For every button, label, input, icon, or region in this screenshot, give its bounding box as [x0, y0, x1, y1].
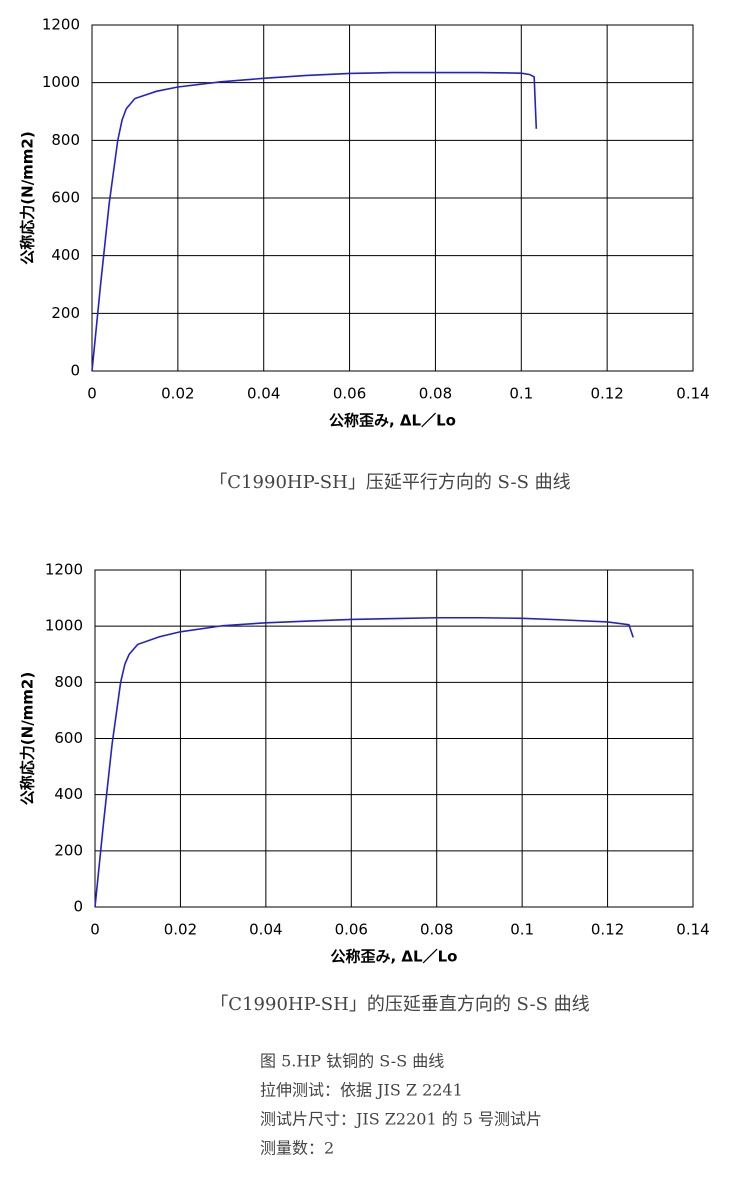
chart-caption: 「C1990HP-SH」的压延垂直方向的 S-S 曲线: [210, 994, 589, 1015]
x-tick-label: 0.02: [161, 385, 194, 403]
note: 图 5.HP 钛铜的 S-S 曲线: [260, 1052, 444, 1071]
x-tick-label: 0.08: [420, 921, 453, 939]
y-tick-label: 200: [54, 841, 83, 859]
y-tick-label: 800: [51, 131, 80, 149]
note: 测量数：2: [260, 1139, 334, 1158]
y-tick-label: 400: [54, 785, 83, 803]
y-tick-label: 800: [54, 673, 83, 691]
x-tick-label: 0: [90, 921, 100, 939]
y-tick-label: 0: [73, 898, 83, 916]
y-tick-label: 1000: [45, 617, 83, 635]
x-tick-label: 0.04: [249, 921, 282, 939]
x-tick-label: 0.1: [509, 385, 533, 403]
curve: [94, 616, 634, 908]
x-tick-label: 0.04: [247, 385, 280, 403]
x-tick-label: 0.06: [335, 921, 368, 939]
x-tick-label: 0: [87, 385, 97, 403]
x-tick-label: 0.02: [164, 921, 197, 939]
plot-frame: [91, 24, 694, 372]
note: 拉伸测试：依据 JIS Z 2241: [260, 1081, 463, 1100]
y-tick-label: 600: [51, 189, 80, 207]
x-tick-label: 0.14: [676, 921, 709, 939]
x-axis-label: 公称歪み, ΔL／Lo: [329, 412, 456, 430]
y-tick-label: 400: [51, 246, 80, 264]
chart-caption: 「C1990HP-SH」压延平行方向的 S-S 曲线: [209, 472, 570, 493]
y-tick-label: 1200: [45, 561, 83, 579]
note: 测试片尺寸：JIS Z2201 的 5 号测试片: [260, 1110, 542, 1129]
x-tick-label: 0.08: [419, 385, 452, 403]
x-tick-label: 0.12: [591, 921, 624, 939]
x-tick-label: 0.12: [590, 385, 623, 403]
x-axis-label: 公称歪み, ΔL／Lo: [331, 948, 458, 966]
curve: [91, 71, 538, 372]
y-tick-label: 1000: [42, 73, 80, 91]
y-axis-label: 公称応力(N/mm2): [19, 131, 37, 264]
y-tick-label: 600: [54, 729, 83, 747]
x-tick-label: 0.14: [676, 385, 709, 403]
y-tick-label: 0: [70, 362, 80, 380]
x-tick-label: 0.06: [333, 385, 366, 403]
plot-frame: [94, 569, 694, 908]
x-tick-label: 0.1: [510, 921, 534, 939]
y-tick-label: 1200: [42, 16, 80, 34]
y-tick-label: 200: [51, 304, 80, 322]
y-axis-label: 公称応力(N/mm2): [19, 672, 37, 805]
